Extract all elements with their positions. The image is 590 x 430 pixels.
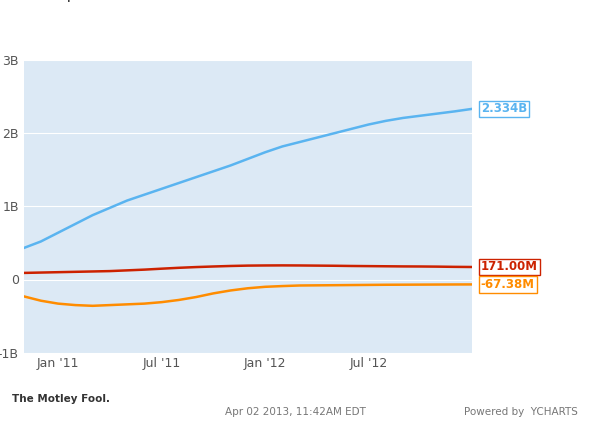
Text: Apr 02 2013, 11:42AM EDT: Apr 02 2013, 11:42AM EDT bbox=[225, 407, 365, 417]
Text: -67.38M: -67.38M bbox=[481, 278, 535, 291]
Text: Powered by  YCHARTS: Powered by YCHARTS bbox=[464, 407, 578, 417]
Text: 171.00M: 171.00M bbox=[481, 261, 538, 273]
Text: 2.334B: 2.334B bbox=[481, 102, 527, 115]
Legend: Groupon Revenue TTM, Groupon Net Income TTM, Groupon Free Cash Flow TTM: Groupon Revenue TTM, Groupon Net Income … bbox=[12, 0, 218, 2]
Text: The Motley Fool.: The Motley Fool. bbox=[12, 394, 110, 404]
